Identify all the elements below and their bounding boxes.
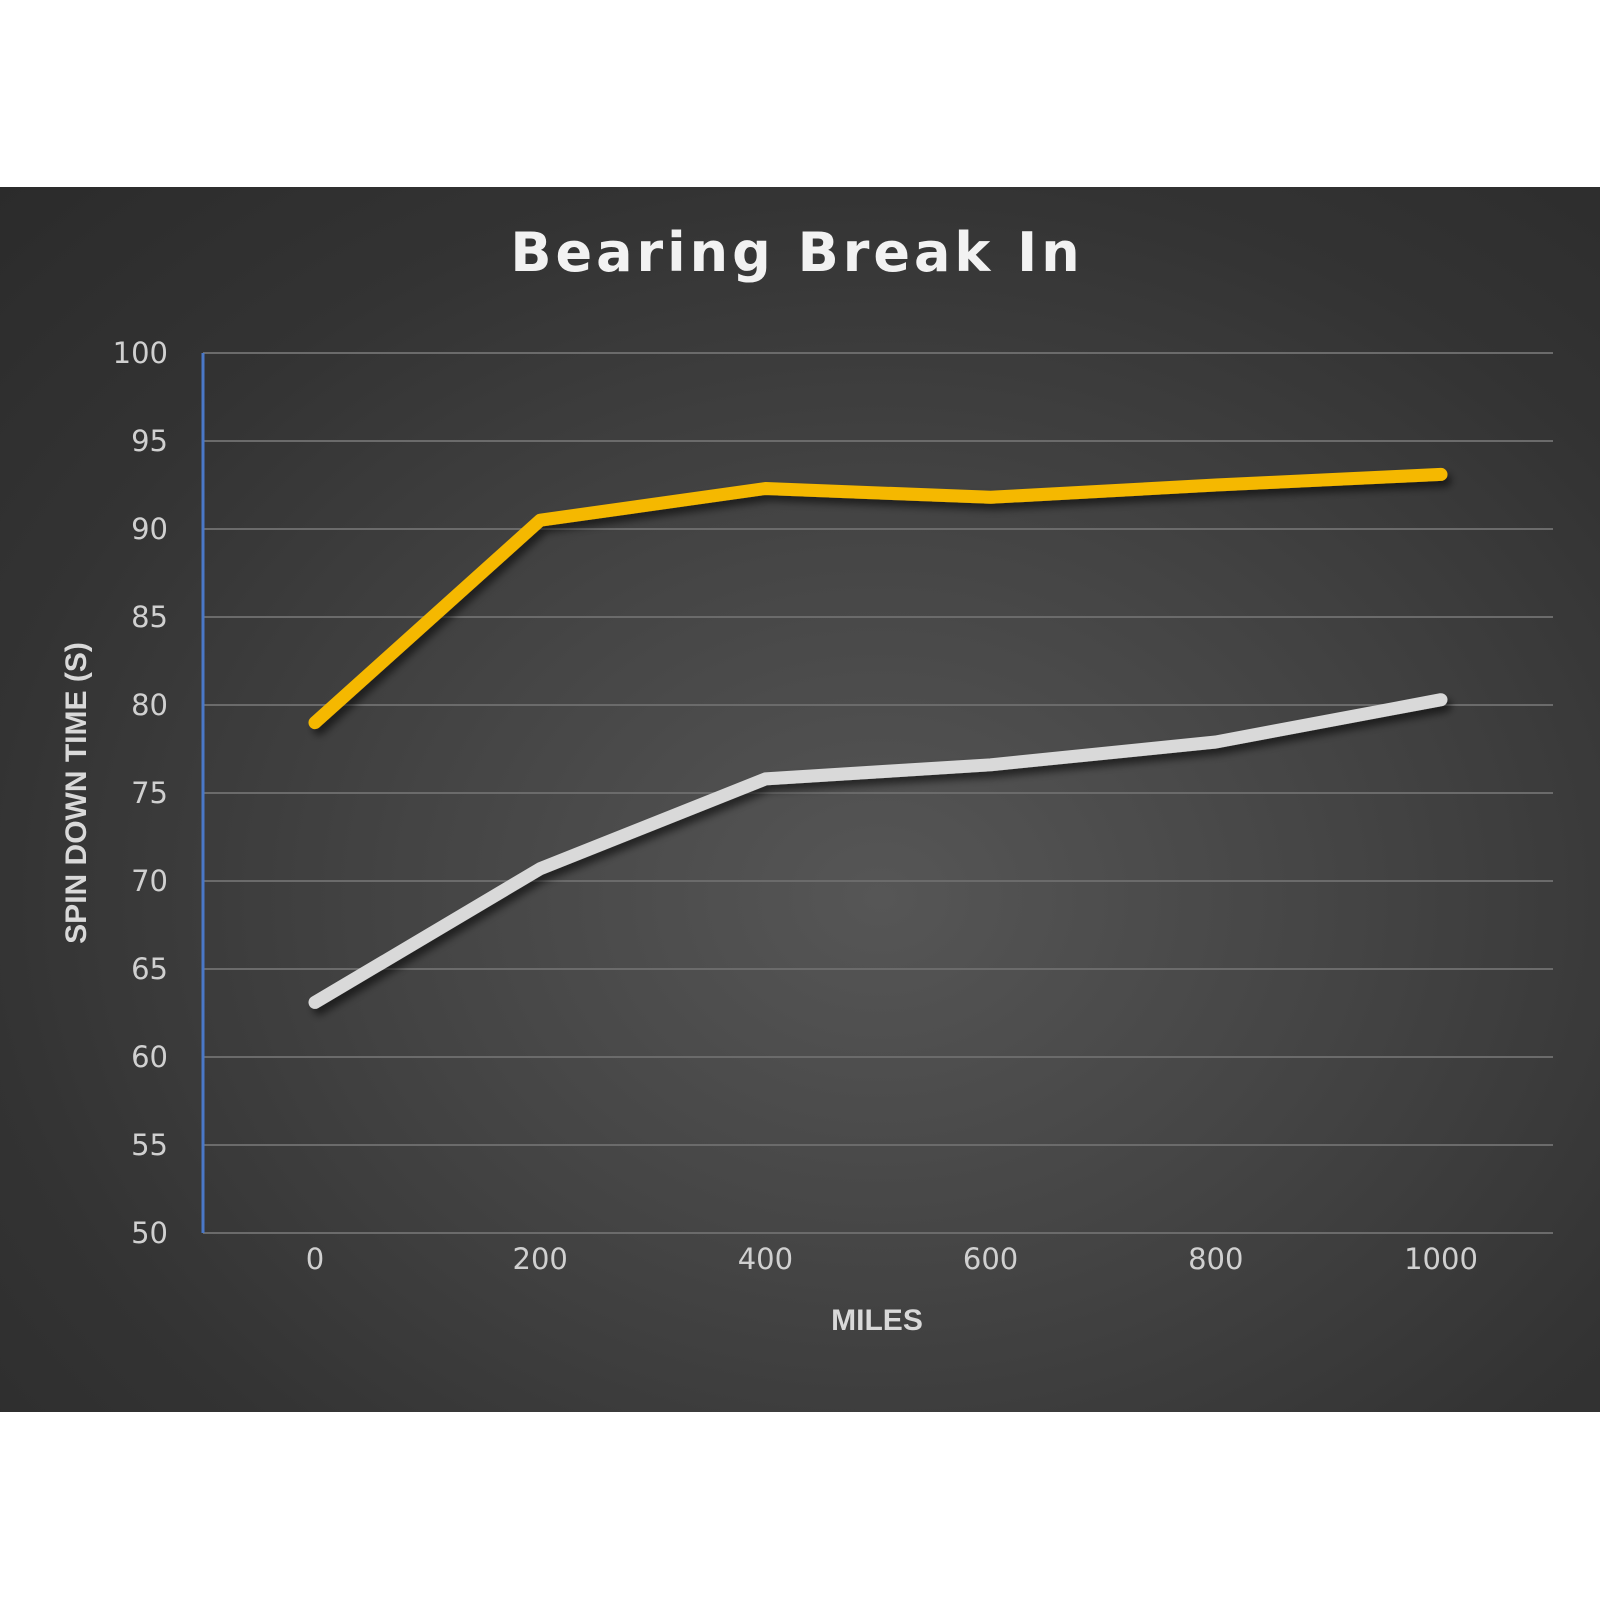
y-tick-label: 70 <box>131 864 168 898</box>
x-tick-label: 0 <box>306 1242 324 1276</box>
y-tick-label: 85 <box>131 600 168 634</box>
y-tick-label: 95 <box>131 424 168 458</box>
y-tick-label: 65 <box>131 952 168 986</box>
series-lines <box>308 467 1448 1009</box>
y-tick-label: 80 <box>131 688 168 722</box>
y-tick-label: 90 <box>131 512 168 546</box>
x-tick-label: 1000 <box>1404 1242 1478 1276</box>
x-tick-label: 800 <box>1188 1242 1243 1276</box>
y-tick-label: 50 <box>131 1216 168 1250</box>
series-line-2 <box>308 693 1448 1009</box>
x-axis-title: MILES <box>831 1304 923 1337</box>
x-tick-label: 600 <box>963 1242 1018 1276</box>
line-chart: Bearing Break In 50 55 60 65 70 75 80 85 90 95 100… <box>60 221 1553 1337</box>
y-tick-label: 60 <box>131 1040 168 1074</box>
y-tick-label: 75 <box>131 776 168 810</box>
x-axis-ticks: 0 200 400 600 800 1000 <box>306 1242 1478 1276</box>
y-tick-label: 55 <box>131 1128 168 1162</box>
x-tick-label: 400 <box>738 1242 793 1276</box>
y-tick-label: 100 <box>113 336 168 370</box>
x-tick-label: 200 <box>513 1242 568 1276</box>
series-line-1 <box>308 467 1448 730</box>
y-axis-ticks: 50 55 60 65 70 75 80 85 90 95 100 <box>113 336 168 1250</box>
chart-panel: Bearing Break In 50 55 60 65 70 75 80 85 90 95 100… <box>0 187 1600 1412</box>
gridlines <box>203 352 1553 1234</box>
y-axis-title: SPIN DOWN TIME (S) <box>60 642 93 944</box>
chart-title: Bearing Break In <box>510 221 1083 284</box>
